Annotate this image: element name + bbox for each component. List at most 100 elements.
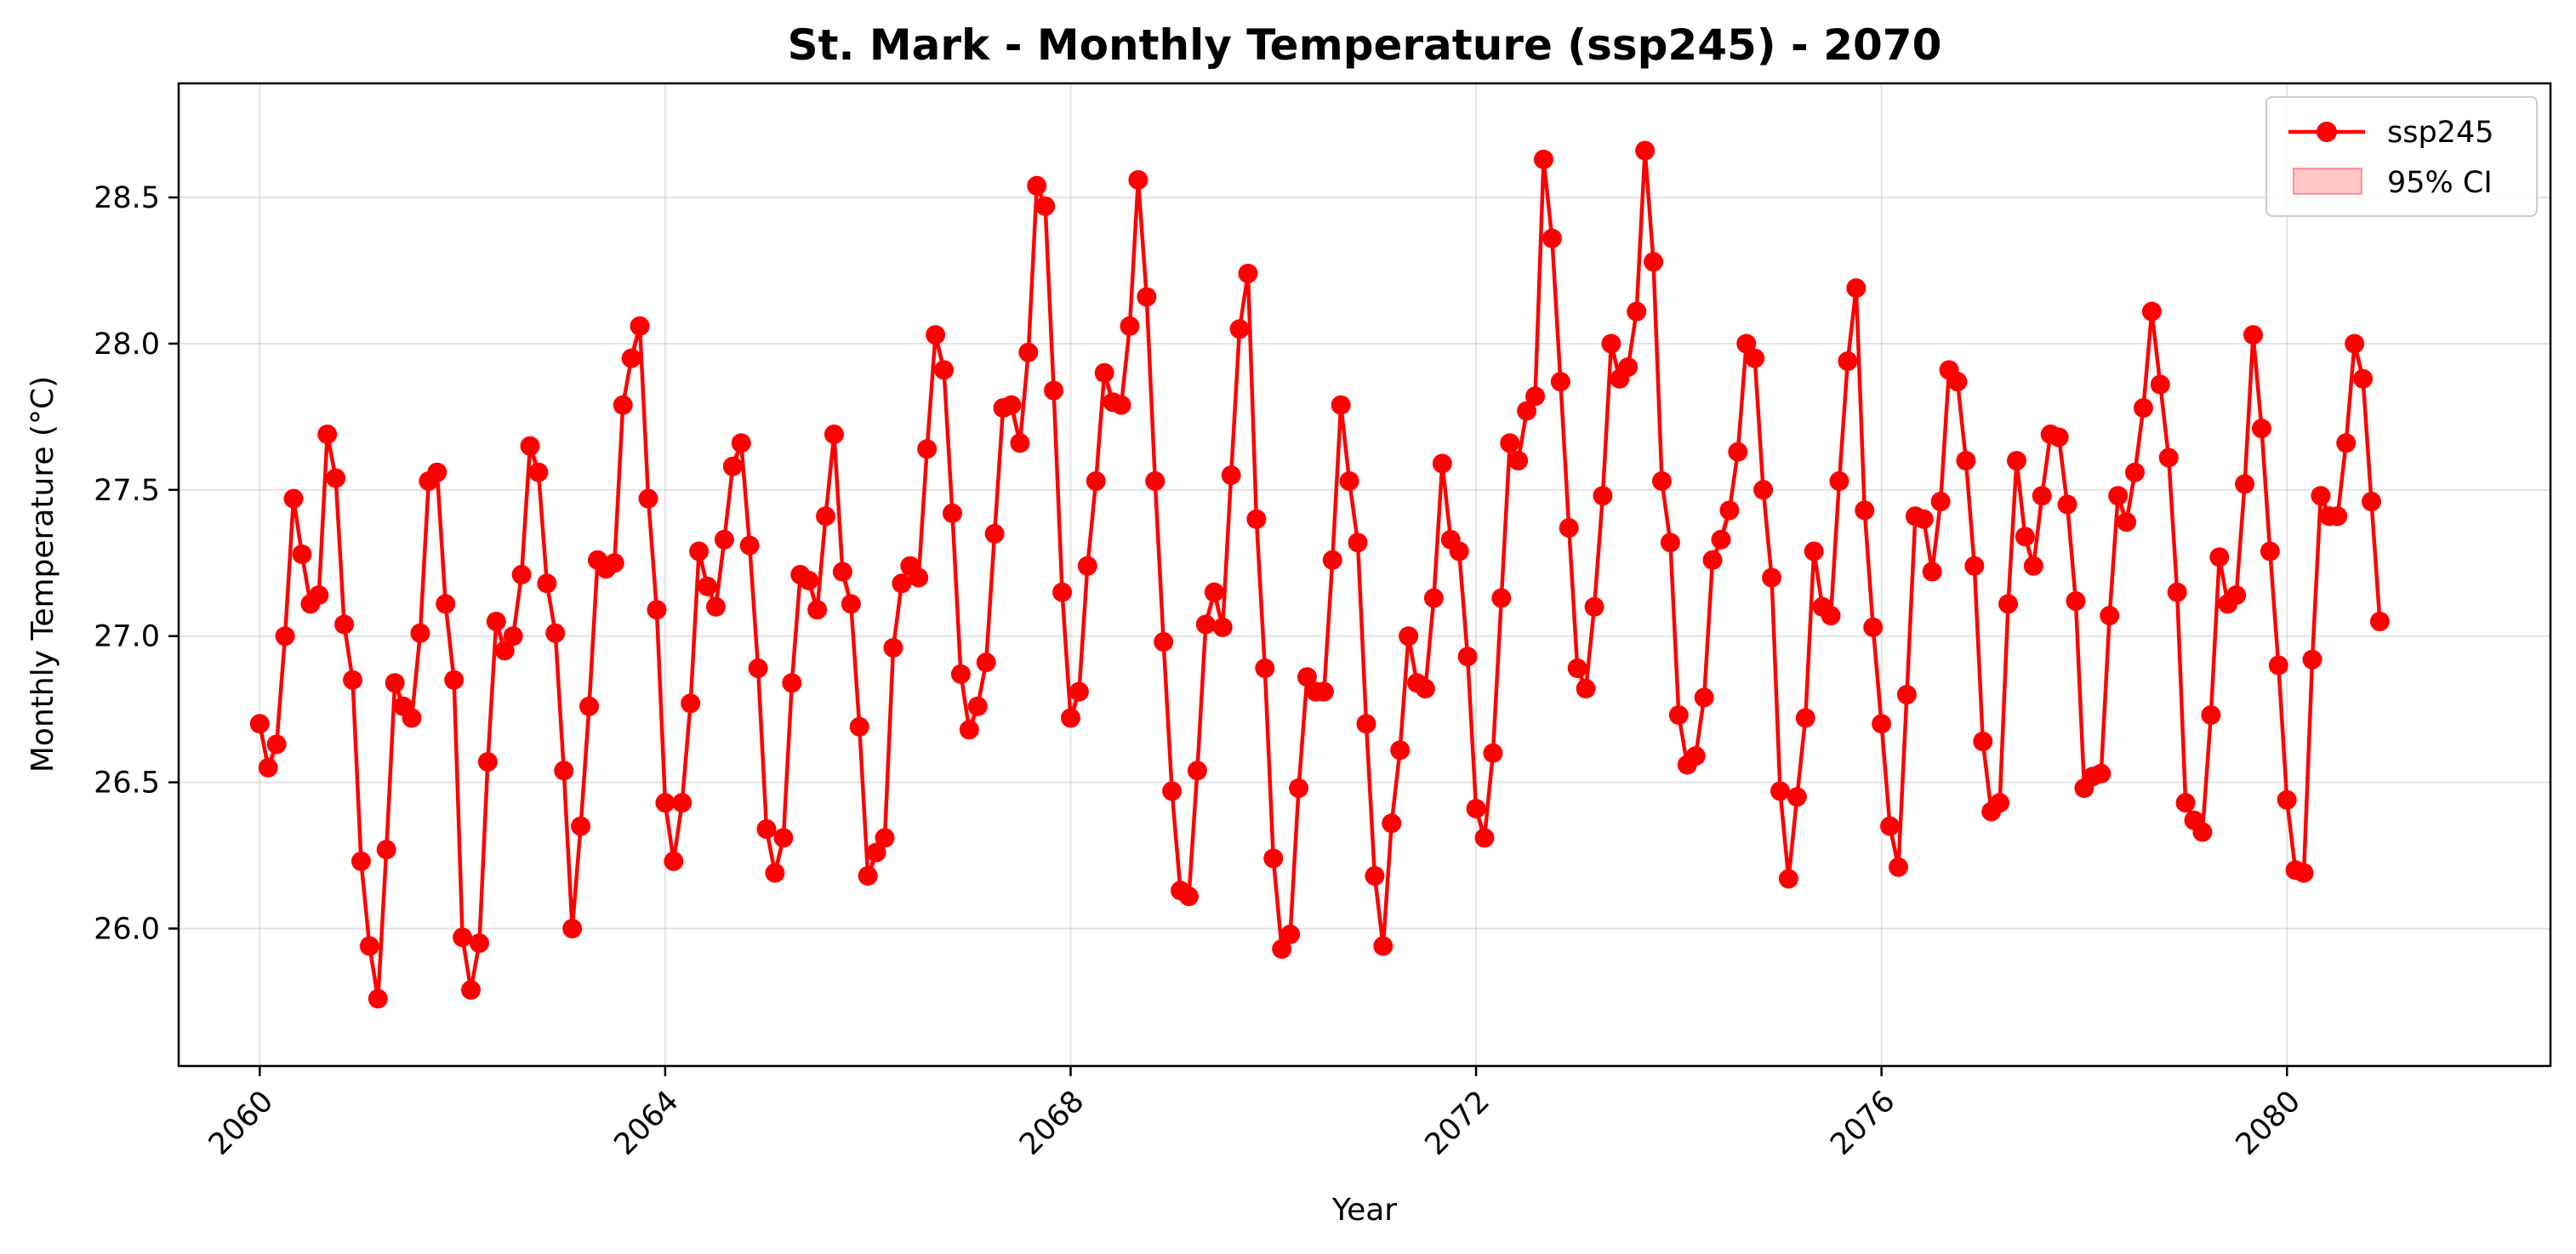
data-point [1550, 372, 1570, 392]
data-point [2294, 863, 2314, 883]
data-point [1711, 529, 1731, 550]
data-point [427, 462, 447, 482]
data-point [984, 523, 1005, 544]
data-point [1086, 471, 1106, 491]
data-point [1010, 433, 1030, 453]
data-point [1829, 471, 1849, 491]
data-point [2150, 374, 2170, 395]
data-point [1542, 228, 1562, 248]
x-tick-label: 2060 [202, 1085, 280, 1162]
data-point [1863, 617, 1884, 637]
data-point [866, 842, 886, 863]
data-point [1998, 594, 2019, 614]
data-point [1795, 708, 1815, 728]
data-point [2141, 301, 2162, 322]
data-point [1872, 714, 1892, 734]
data-point [681, 693, 701, 714]
series-markers-layer [249, 140, 2390, 1009]
data-point [2032, 486, 2052, 506]
data-point [503, 626, 523, 647]
data-point [579, 696, 600, 716]
data-point [1880, 816, 1901, 836]
data-point [486, 612, 506, 631]
data-point [444, 670, 464, 690]
data-point [2369, 612, 2390, 631]
data-point [1694, 687, 1714, 708]
data-point [1956, 450, 1976, 470]
data-point [2167, 582, 2187, 602]
data-point [520, 436, 540, 456]
data-point [2243, 325, 2264, 345]
data-point [436, 594, 456, 614]
data-point [1365, 866, 1385, 886]
data-point [1128, 169, 1148, 190]
data-point [1922, 561, 1942, 582]
data-point [2336, 433, 2357, 453]
data-point [1018, 342, 1039, 362]
data-point [2268, 655, 2288, 675]
data-point [1685, 746, 1706, 767]
data-point [950, 664, 971, 684]
data-point [1044, 380, 1064, 401]
data-point [2209, 547, 2230, 567]
data-point [317, 425, 338, 444]
data-point [1787, 787, 1807, 807]
data-point [1719, 500, 1740, 521]
data-point [841, 594, 861, 614]
data-point [1973, 731, 1993, 751]
data-point [1094, 362, 1114, 383]
data-point [1111, 395, 1131, 415]
series-line-ssp245 [258, 148, 2382, 1001]
data-point [1212, 617, 1233, 637]
data-point [1804, 541, 1824, 561]
data-point [2251, 419, 2271, 439]
data-point [2049, 427, 2069, 447]
data-point [917, 439, 938, 459]
data-point [858, 866, 878, 886]
data-point [494, 641, 515, 661]
data-point [2108, 486, 2129, 506]
data-point [1145, 471, 1165, 491]
data-point [1668, 705, 1689, 725]
data-point [1348, 533, 1368, 553]
data-point [1770, 781, 1790, 801]
data-point [655, 793, 675, 813]
data-point [1660, 533, 1680, 553]
data-point [2311, 486, 2331, 506]
data-point [1559, 518, 1579, 538]
data-point [1457, 647, 1478, 667]
y-tick-label: 26.5 [94, 767, 160, 801]
data-point [283, 488, 304, 509]
data-point [2091, 763, 2112, 784]
data-point [672, 793, 692, 813]
data-point [959, 720, 979, 740]
legend-ci-swatch [2293, 168, 2362, 195]
data-point [1339, 471, 1359, 491]
data-point [832, 561, 852, 582]
data-point [807, 600, 828, 620]
data-point [2201, 705, 2221, 725]
data-point [782, 673, 802, 693]
data-point [1322, 550, 1342, 570]
data-point [2133, 398, 2153, 419]
data-point [765, 863, 785, 883]
data-point [571, 816, 591, 836]
data-point [714, 529, 734, 550]
data-point [528, 462, 549, 482]
data-point [1399, 626, 1419, 647]
data-point [2235, 474, 2255, 494]
data-point [1314, 681, 1334, 702]
data-point [309, 585, 329, 606]
data-point [1077, 556, 1097, 576]
data-point [350, 851, 371, 871]
data-point [604, 553, 624, 573]
x-tick-label: 2080 [2230, 1085, 2307, 1162]
data-point [1635, 140, 1656, 161]
x-tick-label: 2072 [1419, 1085, 1496, 1162]
data-point [1390, 740, 1411, 761]
data-point [739, 535, 760, 556]
data-point [1246, 509, 1267, 529]
data-point [2007, 450, 2026, 470]
data-point [1846, 278, 1866, 299]
